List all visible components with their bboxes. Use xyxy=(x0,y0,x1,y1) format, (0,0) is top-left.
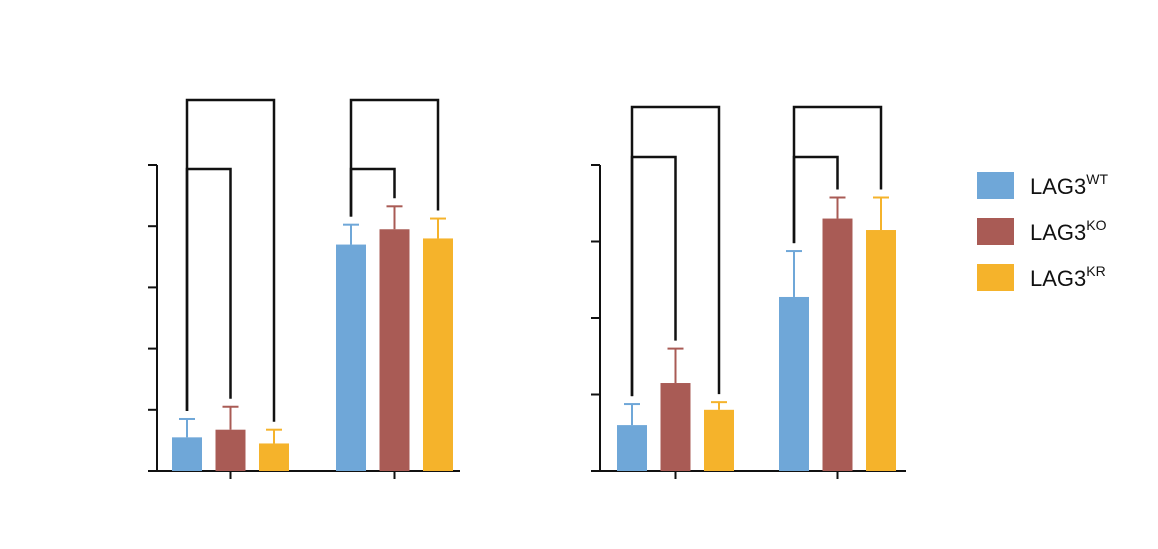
bar-lag3wt-cd4 xyxy=(617,425,647,471)
bar-lag3wt-cd4 xyxy=(172,437,202,471)
legend-label-lag3wt: LAG3WT xyxy=(1030,171,1108,199)
significance-bracket xyxy=(185,98,276,422)
legend-label-superscript: WT xyxy=(1086,171,1108,187)
legend-swatch-lag3wt xyxy=(977,172,1014,199)
bar-lag3wt-cd8 xyxy=(779,296,809,471)
significance-bracket xyxy=(630,105,721,397)
significance-bracket xyxy=(349,98,440,217)
legend-swatch-lag3kr xyxy=(977,264,1014,291)
legend-label-base: LAG3 xyxy=(1030,220,1086,245)
significance-bracket xyxy=(185,167,232,411)
legend-label-lag3kr: LAG3KR xyxy=(1030,263,1106,291)
bar-lag3ko-cd4 xyxy=(215,429,246,471)
bar-lag3ko-cd8 xyxy=(822,218,853,471)
significance-bracket xyxy=(792,105,883,244)
bar-lag3kr-cd8 xyxy=(423,238,453,471)
bar-lag3kr-cd4 xyxy=(704,409,734,471)
significance-bracket xyxy=(349,167,396,217)
bar-lag3ko-cd4 xyxy=(660,383,691,471)
legend-label-lag3ko: LAG3KO xyxy=(1030,217,1107,245)
legend-label-superscript: KO xyxy=(1086,217,1106,233)
bar-lag3ko-cd8 xyxy=(379,229,410,471)
legend-label-superscript: KR xyxy=(1086,263,1105,279)
bar-lag3wt-cd8 xyxy=(336,244,366,471)
bar-lag3kr-cd4 xyxy=(259,443,289,471)
legend-label-base: LAG3 xyxy=(1030,174,1086,199)
legend-label-base: LAG3 xyxy=(1030,266,1086,291)
bar-lag3kr-cd8 xyxy=(866,230,896,471)
chart-ifn xyxy=(591,105,906,479)
significance-bracket xyxy=(630,155,677,397)
chart-gzmb xyxy=(148,98,460,479)
legend-swatch-lag3ko xyxy=(977,218,1014,245)
